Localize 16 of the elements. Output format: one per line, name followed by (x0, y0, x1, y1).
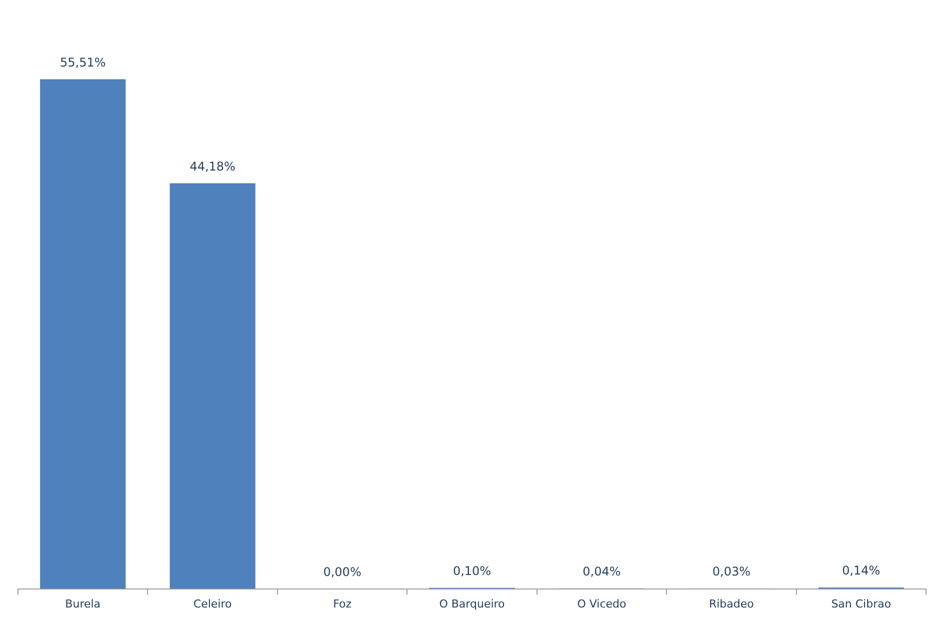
data-label: 0,10% (452, 564, 492, 578)
data-label: 0,00% (323, 564, 362, 579)
data-label: 0,04% (582, 564, 621, 579)
data-label: 0,14% (842, 564, 880, 578)
x-tick-label: Ribadeo (708, 597, 754, 610)
x-tick-label: O Barqueiro (439, 597, 506, 610)
data-label: 0,03% (712, 564, 750, 579)
bar (170, 183, 256, 589)
data-label: 55,51% (60, 55, 106, 70)
x-tick-label: San Cibrao (831, 597, 892, 610)
x-tick-label: Foz (333, 597, 352, 610)
data-label: 44,18% (190, 159, 236, 174)
x-tick-label: O Vicedo (577, 597, 626, 610)
bar (40, 79, 126, 589)
x-tick-label: Celeiro (193, 597, 232, 610)
x-tick-label: Burela (65, 597, 101, 610)
